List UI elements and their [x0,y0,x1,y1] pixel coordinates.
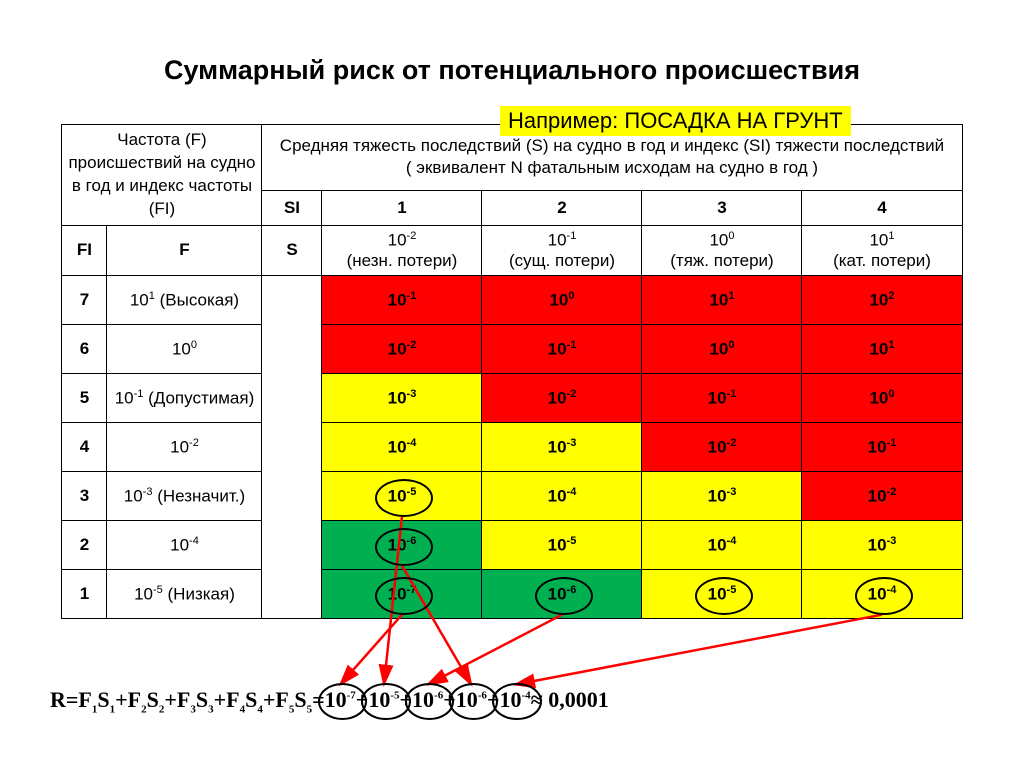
fi-cell: 2 [62,521,107,570]
risk-cell: 10-1 [642,374,802,423]
f-label: F [107,225,262,275]
fi-cell: 6 [62,325,107,374]
risk-cell: 10-3 [482,423,642,472]
si-label: SI [262,190,322,225]
f-cell: 10-3 (Незначит.) [107,472,262,521]
risk-cell: 10-1 [482,325,642,374]
table-row: 510-1 (Допустимая) 10-310-210-1100 [62,374,962,423]
f-cell: 100 [107,325,262,374]
s-head-4: 101(кат. потери) [802,225,962,275]
f-cell: 10-2 [107,423,262,472]
risk-cell: 10-2 [482,374,642,423]
s-label: S [262,225,322,275]
risk-cell: 10-7 [322,570,482,619]
table-row: 7101 (Высокая) 10-1100101102 [62,276,962,325]
fi-label: FI [62,225,107,275]
risk-cell: 100 [642,325,802,374]
risk-cell: 10-4 [322,423,482,472]
risk-cell: 10-6 [322,521,482,570]
example-highlight: Например: ПОСАДКА НА ГРУНТ [500,106,851,136]
table-row: 610010-210-1100101 [62,325,962,374]
s-head-2: 10-1(сущ. потери) [482,225,642,275]
page-title: Суммарный риск от потенциального происше… [0,0,1024,86]
risk-cell: 10-5 [642,570,802,619]
risk-cell: 10-1 [322,276,482,325]
si-col-3: 3 [642,190,802,225]
fi-cell: 5 [62,374,107,423]
risk-cell: 101 [642,276,802,325]
risk-cell: 10-3 [322,374,482,423]
formula: R=F1S1+F2S2+F3S3+F4S4+F5S5=10-7+10-5+10-… [50,687,609,715]
fi-cell: 3 [62,472,107,521]
header-frequency: Частота (F) происшествий на судно в год … [62,125,262,226]
risk-cell: 10-4 [642,521,802,570]
risk-cell: 10-2 [642,423,802,472]
s-head-1: 10-2(незн. потери) [322,225,482,275]
si-col-1: 1 [322,190,482,225]
f-cell: 101 (Высокая) [107,276,262,325]
risk-cell: 10-5 [482,521,642,570]
risk-matrix-table: Частота (F) происшествий на судно в год … [61,124,962,619]
fi-cell: 7 [62,276,107,325]
risk-cell: 10-1 [802,423,962,472]
fi-cell: 4 [62,423,107,472]
f-cell: 10-4 [107,521,262,570]
risk-cell: 10-4 [802,570,962,619]
risk-cell: 101 [802,325,962,374]
gap-cell [262,276,322,619]
si-col-2: 2 [482,190,642,225]
table-row: 210-410-610-510-410-3 [62,521,962,570]
risk-cell: 10-2 [802,472,962,521]
table-row: 310-3 (Незначит.) 10-510-410-310-2 [62,472,962,521]
risk-cell: 10-5 [322,472,482,521]
risk-cell: 102 [802,276,962,325]
risk-cell: 10-3 [642,472,802,521]
risk-cell: 10-6 [482,570,642,619]
risk-cell: 10-3 [802,521,962,570]
f-cell: 10-5 (Низкая) [107,570,262,619]
f-cell: 10-1 (Допустимая) [107,374,262,423]
risk-cell: 10-2 [322,325,482,374]
risk-cell: 100 [482,276,642,325]
matrix-body: 7101 (Высокая)10-1100101102610010-210-11… [62,276,962,619]
risk-cell: 100 [802,374,962,423]
si-col-4: 4 [802,190,962,225]
table-row: 110-5 (Низкая) 10-710-610-510-4 [62,570,962,619]
fi-cell: 1 [62,570,107,619]
risk-cell: 10-4 [482,472,642,521]
s-head-3: 100(тяж. потери) [642,225,802,275]
table-row: 410-210-410-310-210-1 [62,423,962,472]
